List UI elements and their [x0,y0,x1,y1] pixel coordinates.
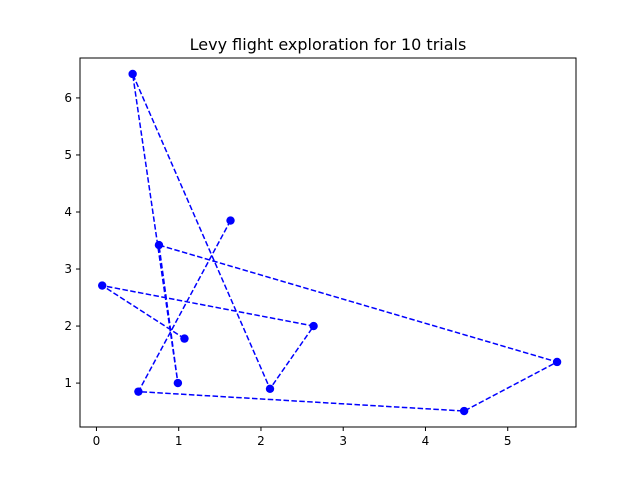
data-point [98,281,107,290]
data-point [309,321,318,331]
y-tick-label: 1 [64,376,72,390]
x-tick-label: 4 [422,434,430,448]
x-axis: 0 1 2 3 4 5 [93,427,512,448]
y-axis: 1 2 3 4 5 6 [64,91,80,390]
series-line [101,73,560,412]
y-tick-label: 2 [64,319,72,333]
data-point [265,384,275,393]
data-point [134,387,143,396]
y-tick-label: 5 [64,148,72,162]
x-tick-label: 2 [257,434,265,448]
data-point [180,334,189,343]
data-point [173,378,183,388]
chart-title: Levy flight exploration for 10 trials [190,35,467,54]
data-point [552,357,562,367]
x-tick-label: 0 [93,434,101,448]
plot-area [79,57,577,428]
y-tick-label: 3 [64,262,72,276]
data-point [226,216,235,225]
x-tick-label: 1 [175,434,183,448]
y-tick-label: 6 [64,91,72,105]
data-point [154,240,164,250]
x-tick-label: 3 [339,434,347,448]
data-point [128,69,137,79]
x-tick-label: 5 [504,434,512,448]
data-point [459,406,469,416]
plot-frame [79,57,577,428]
y-tick-label: 4 [64,205,72,219]
